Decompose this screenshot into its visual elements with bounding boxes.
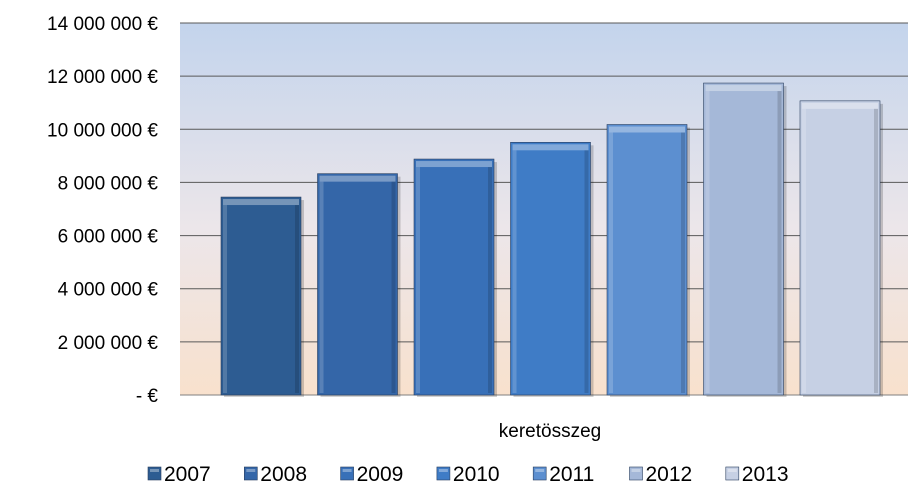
legend-item-2013: 2013: [725, 463, 789, 486]
bar-2011: [606, 124, 690, 397]
bar-body: [510, 142, 591, 396]
legend-swatch-highlight: [342, 469, 352, 472]
bar-bevel-right: [488, 167, 492, 393]
legend-swatch-highlight: [535, 469, 545, 472]
y-tick-label: 8 000 000 €: [58, 173, 159, 194]
legend-swatch-highlight: [727, 469, 737, 472]
legend-swatch: [340, 466, 354, 481]
y-tick-label: 12 000 000 €: [47, 67, 158, 88]
legend-swatch: [244, 466, 258, 481]
legend-label: 2010: [453, 463, 500, 486]
legend-label: 2008: [260, 463, 307, 486]
y-tick-label: 2 000 000 €: [58, 333, 159, 354]
bar-body: [220, 196, 302, 396]
y-tick-label: 4 000 000 €: [58, 280, 159, 301]
bar-bevel-top: [319, 175, 396, 182]
legend-swatch-highlight: [150, 469, 159, 472]
bar-bevel-top: [416, 161, 492, 168]
category-label: keretösszeg: [499, 421, 601, 442]
bar-2008: [317, 173, 401, 397]
bar-2013: [799, 100, 883, 398]
legend-swatch: [725, 466, 740, 481]
bar-bevel-left: [223, 205, 227, 393]
bar-bevel-right: [874, 108, 878, 394]
bar-bevel-left: [609, 132, 613, 393]
bar-bevel-right: [681, 132, 685, 393]
y-tick-label: 10 000 000 €: [47, 120, 158, 141]
bar-body: [703, 82, 784, 396]
legend-swatch-highlight: [631, 469, 641, 472]
legend-item-2012: 2012: [629, 463, 693, 486]
bar-bevel-top: [609, 126, 685, 133]
bar-bevel-left: [416, 167, 420, 393]
bar-2009: [413, 158, 497, 397]
legend-label: 2007: [164, 463, 211, 486]
legend-item-2011: 2011: [532, 463, 594, 486]
legend-item-2007: 2007: [147, 463, 211, 486]
bar-bevel-left: [802, 108, 806, 394]
legend-item-2008: 2008: [244, 463, 307, 486]
legend-item-2009: 2009: [340, 463, 404, 486]
bar-bevel-top: [802, 102, 878, 109]
y-tick-label: 14 000 000 €: [47, 14, 158, 35]
bar-body: [606, 124, 688, 396]
legend-swatch-highlight: [438, 469, 448, 472]
bar-bevel-left: [319, 181, 324, 393]
legend-swatch: [532, 466, 547, 481]
legend-label: 2013: [742, 463, 789, 486]
legend-label: 2009: [357, 463, 404, 486]
y-tick-label: - €: [136, 386, 159, 407]
bar-2010: [510, 142, 594, 397]
bar-bevel-right: [584, 150, 589, 393]
bar-bevel-right: [295, 205, 299, 393]
y-tick-label: 6 000 000 €: [58, 227, 159, 248]
bar-body: [413, 158, 495, 396]
bar-body: [799, 100, 881, 396]
legend-swatch: [147, 466, 162, 481]
bar-bevel-left: [512, 150, 517, 393]
legend-swatch-highlight: [246, 469, 256, 472]
bar-2012: [703, 82, 787, 398]
legend: 2007 2008 2009 2010 2011 2012 2013: [147, 463, 789, 486]
bar-bevel-top: [223, 199, 299, 206]
bar-bevel-right: [777, 91, 782, 394]
bars: [220, 82, 883, 398]
bar-body: [317, 173, 398, 396]
legend-item-2010: 2010: [436, 463, 500, 486]
bar-bevel-right: [391, 181, 396, 393]
bar-bevel-top: [512, 144, 589, 151]
legend-swatch: [629, 466, 643, 481]
legend-swatch: [436, 466, 451, 481]
bar-2007: [220, 196, 304, 397]
legend-label: 2011: [549, 463, 594, 486]
legend-label: 2012: [646, 463, 693, 486]
bar-bevel-left: [705, 91, 710, 394]
y-axis: - € 2 000 000 € 4 000 000 € 6 000 000 € 8 00…: [47, 14, 158, 407]
bar-bevel-top: [705, 85, 782, 92]
